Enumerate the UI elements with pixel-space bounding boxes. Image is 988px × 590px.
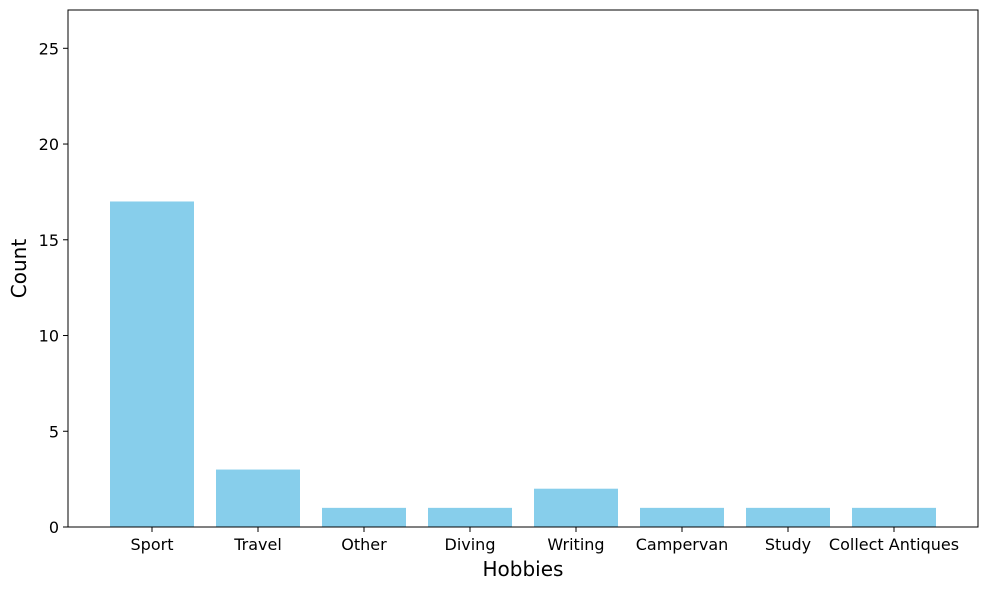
bar-sport bbox=[110, 201, 194, 527]
bar-other bbox=[322, 507, 406, 527]
bar-campervan bbox=[640, 507, 724, 527]
x-tick-label-collect-antiques: Collect Antiques bbox=[829, 535, 959, 554]
bar-collect-antiques bbox=[852, 507, 936, 527]
x-tick-label-travel: Travel bbox=[233, 535, 282, 554]
x-axis-title: Hobbies bbox=[483, 557, 564, 581]
x-tick-label-campervan: Campervan bbox=[636, 535, 729, 554]
x-tick-label-writing: Writing bbox=[547, 535, 604, 554]
x-tick-label-sport: Sport bbox=[131, 535, 174, 554]
x-tick-label-other: Other bbox=[341, 535, 387, 554]
bar-study bbox=[746, 507, 830, 527]
plot-frame bbox=[67, 9, 979, 528]
y-tick-label-10: 10 bbox=[39, 327, 59, 346]
y-tick-label-15: 15 bbox=[39, 231, 59, 250]
bars-group bbox=[110, 201, 936, 527]
y-tick-label-25: 25 bbox=[39, 39, 59, 58]
bar-diving bbox=[428, 507, 512, 527]
y-tick-label-0: 0 bbox=[49, 518, 59, 537]
y-axis-ticks: 0 5 10 15 20 25 bbox=[39, 39, 68, 537]
bar-travel bbox=[216, 469, 300, 527]
y-tick-label-5: 5 bbox=[49, 422, 59, 441]
y-tick-label-20: 20 bbox=[39, 135, 59, 154]
x-tick-label-diving: Diving bbox=[445, 535, 496, 554]
y-axis-title: Count bbox=[7, 239, 31, 299]
plot-area bbox=[68, 10, 978, 527]
bar-writing bbox=[534, 488, 618, 527]
x-tick-label-study: Study bbox=[765, 535, 811, 554]
x-axis-ticks: Sport Travel Other Diving Writing Campervan St… bbox=[131, 527, 959, 554]
